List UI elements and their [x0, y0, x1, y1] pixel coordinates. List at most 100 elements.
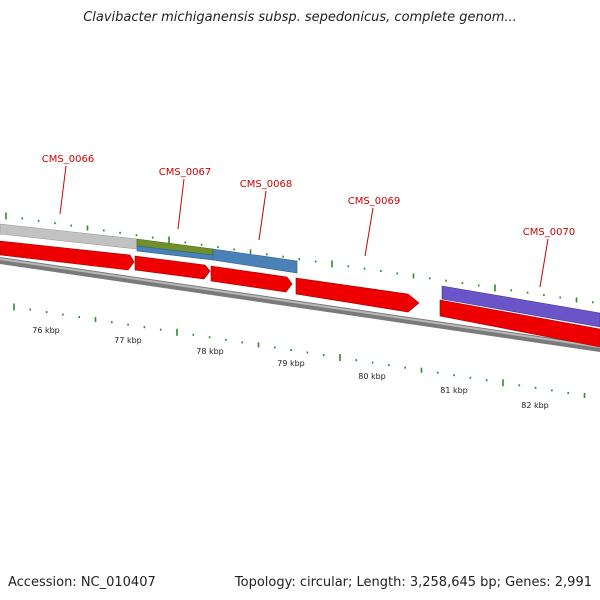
upper-tick — [86, 225, 89, 231]
lower-tick — [437, 371, 439, 374]
kbp-label-82: 82 kbp — [521, 401, 549, 410]
backbone-highlight — [0, 258, 600, 348]
lower-tick — [404, 366, 406, 369]
lower-tick — [306, 351, 309, 354]
lower-tick — [143, 326, 146, 329]
lower-tick — [78, 316, 80, 319]
lower-tick — [29, 308, 32, 311]
upper-tick — [461, 282, 464, 285]
cds-arrow-cms0068 — [210, 265, 293, 293]
lower-tick — [322, 354, 325, 356]
upper-tick — [526, 291, 529, 294]
cds-arrow-cms0069 — [295, 277, 420, 313]
gene-label-cms0070: CMS_0070 — [523, 227, 575, 238]
lower-tick — [225, 338, 227, 341]
kbp-label-77: 77 kbp — [114, 336, 142, 345]
lower-tick — [94, 317, 97, 323]
kbp-label-76: 76 kbp — [32, 326, 60, 335]
lower-tick — [583, 392, 586, 398]
lower-tick — [208, 336, 211, 339]
lower-tick — [13, 303, 15, 311]
leader-line-cms0067 — [177, 178, 185, 230]
lower-tick — [241, 341, 243, 344]
upper-tick — [559, 296, 561, 299]
gene-band-cms0070 — [441, 285, 600, 328]
lower-tick — [290, 349, 292, 351]
upper-tick — [429, 277, 431, 280]
upper-tick — [249, 249, 252, 255]
lower-tick — [534, 386, 537, 389]
upper-tick — [592, 301, 594, 304]
upper-tick — [103, 229, 105, 232]
lower-tick — [453, 374, 455, 377]
upper-tick — [282, 255, 284, 258]
lower-tick — [518, 384, 521, 387]
gene-label-cms0067: CMS_0067 — [159, 167, 211, 178]
cds-arrow-cms0070 — [439, 299, 600, 348]
lower-tick — [176, 328, 178, 336]
lower-tick — [567, 391, 569, 394]
lower-tick — [339, 354, 341, 361]
gene-label-cms0066: CMS_0066 — [42, 154, 94, 165]
lower-tick — [111, 321, 113, 324]
leader-line-cms0070 — [539, 238, 549, 288]
upper-tick — [5, 212, 7, 220]
upper-tick — [331, 260, 333, 268]
kbp-label-80: 80 kbp — [358, 372, 386, 381]
lower-tick — [159, 328, 162, 331]
upper-tick — [575, 297, 578, 303]
kbp-label-78: 78 kbp — [196, 347, 224, 356]
upper-tick — [184, 241, 187, 244]
kbp-label-79: 79 kbp — [277, 359, 305, 368]
lower-tick — [371, 361, 374, 364]
cds-arrow-cms0066 — [0, 240, 135, 271]
upper-tick — [298, 258, 301, 261]
upper-tick — [233, 248, 235, 251]
lower-tick — [62, 313, 64, 316]
upper-tick — [266, 253, 268, 256]
upper-tick — [477, 284, 480, 287]
cds-arrow-cms0067 — [134, 255, 211, 280]
upper-tick — [168, 236, 170, 244]
leader-line-cms0068 — [258, 190, 267, 241]
upper-tick — [314, 260, 317, 263]
lower-tick-marks — [13, 303, 586, 398]
topology-text: Topology: circular; Length: 3,258,645 bp… — [234, 575, 592, 590]
upper-tick — [54, 222, 56, 225]
upper-tick — [151, 236, 154, 239]
lower-tick — [502, 379, 504, 387]
lower-tick — [420, 367, 423, 373]
lower-tick — [274, 346, 276, 349]
lower-tick — [45, 311, 48, 314]
map-title: Clavibacter michiganensis subsp. sepedon… — [83, 10, 517, 25]
upper-tick — [119, 231, 121, 234]
leader-line-cms0066 — [59, 165, 67, 215]
upper-tick — [412, 273, 415, 279]
upper-tick — [347, 265, 350, 268]
lower-tick — [485, 379, 488, 382]
leader-line-cms0069 — [364, 207, 374, 257]
lower-tick — [388, 364, 390, 367]
upper-tick — [494, 284, 496, 292]
upper-tick — [37, 219, 40, 222]
upper-tick — [363, 267, 366, 270]
upper-tick — [70, 224, 72, 227]
lower-tick — [469, 376, 472, 379]
upper-tick — [543, 294, 545, 297]
lower-tick — [127, 323, 129, 326]
gene-band-cms0068 — [212, 248, 298, 274]
upper-tick-marks — [5, 212, 594, 304]
upper-tick — [21, 217, 24, 220]
lower-tick — [551, 389, 553, 392]
upper-tick — [380, 270, 382, 273]
gene-label-cms0069: CMS_0069 — [348, 196, 400, 207]
upper-tick — [510, 289, 513, 292]
lower-tick — [257, 342, 260, 348]
upper-tick — [135, 234, 138, 237]
gene-label-cms0068: CMS_0068 — [240, 179, 292, 190]
accession-text: Accession: NC_010407 — [8, 575, 156, 590]
upper-tick — [200, 243, 203, 246]
lower-tick — [192, 333, 195, 336]
upper-tick — [396, 272, 398, 275]
